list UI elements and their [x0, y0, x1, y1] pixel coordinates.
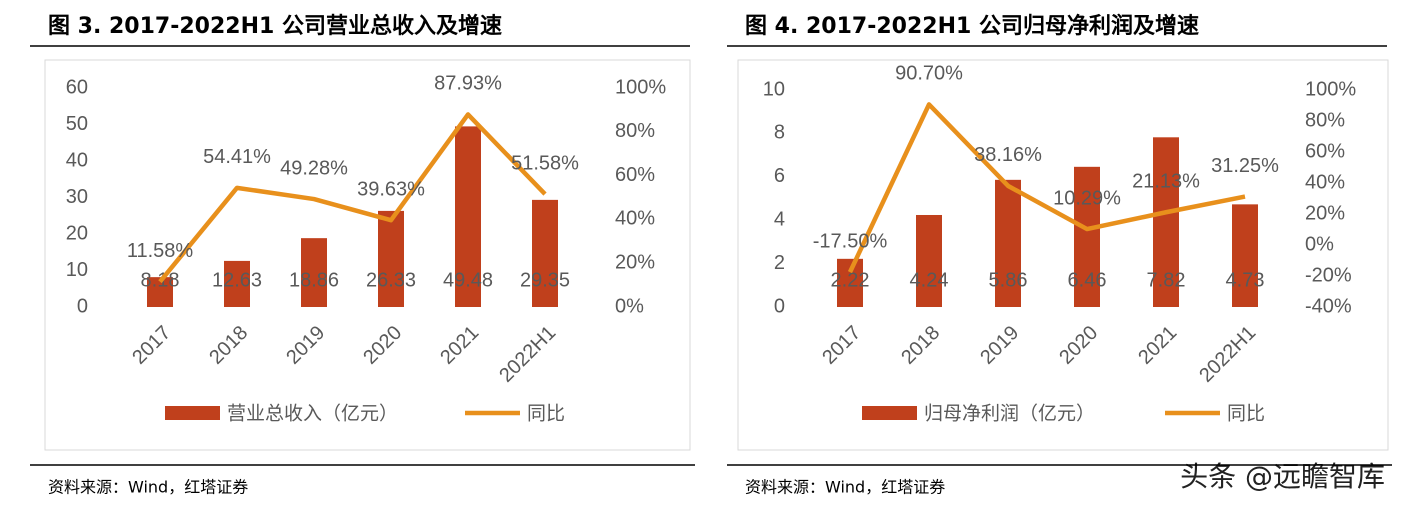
- line: [847, 102, 1246, 274]
- source-note: 资料来源：Wind，红塔证券: [48, 478, 248, 497]
- legend-label: 营业总收入（亿元）: [227, 403, 398, 425]
- y-tick-label: 4: [774, 208, 785, 230]
- bar-value-label: 5.86: [989, 269, 1028, 291]
- line-value-label: 31.25%: [1211, 155, 1279, 177]
- line-value-label: 10.29%: [1053, 187, 1121, 209]
- y2-tick-label: 20%: [615, 251, 655, 273]
- chart-frame: [44, 59, 691, 451]
- line-value-label: 49.28%: [280, 157, 348, 179]
- line: [158, 112, 547, 284]
- bar-value-label: 4.24: [910, 269, 949, 291]
- line-value-label: 90.70%: [895, 63, 963, 85]
- y2-tick-label: -20%: [1305, 264, 1352, 286]
- x-tick-label: 2022H1: [1195, 322, 1260, 387]
- legend-swatch: [862, 406, 917, 420]
- bar: [532, 199, 558, 307]
- y2-tick-label: 0%: [1305, 233, 1334, 255]
- x-tick-label: 2018: [897, 322, 944, 369]
- x-tick-label: 2017: [818, 322, 865, 369]
- x-tick-label: 2019: [282, 322, 329, 369]
- y-tick-label: 60: [66, 76, 88, 98]
- y2-tick-label: 80%: [1305, 109, 1345, 131]
- bar-value-label: 6.46: [1068, 269, 1107, 291]
- bar-value-label: 26.33: [366, 269, 416, 291]
- y-tick-label: 0: [774, 295, 785, 317]
- legend-label: 归母净利润（亿元）: [924, 403, 1095, 425]
- bar-value-label: 4.73: [1226, 269, 1265, 291]
- bar: [378, 210, 404, 307]
- bar-value-label: 29.35: [520, 269, 570, 291]
- y-tick-label: 8: [774, 122, 785, 144]
- bar: [1074, 166, 1100, 307]
- bar-value-label: 12.63: [212, 269, 262, 291]
- x-tick-label: 2021: [436, 322, 483, 369]
- legend-label: 同比: [527, 403, 565, 425]
- bar-value-label: 7.82: [1147, 269, 1186, 291]
- bar: [224, 260, 250, 307]
- bar-value-label: 49.48: [443, 269, 493, 291]
- y2-tick-label: 80%: [615, 120, 655, 142]
- bar: [455, 126, 481, 307]
- x-tick-label: 2018: [205, 322, 252, 369]
- x-tick-label: 2019: [976, 322, 1023, 369]
- y-tick-label: 2: [774, 252, 785, 274]
- bar: [1232, 204, 1258, 307]
- y2-tick-label: 20%: [1305, 202, 1345, 224]
- y-tick-label: 20: [66, 222, 88, 244]
- line-value-label: 51.58%: [511, 152, 579, 174]
- line-value-label: 38.16%: [974, 144, 1042, 166]
- y2-tick-label: 40%: [615, 208, 655, 230]
- x-tick-label: 2022H1: [495, 322, 560, 387]
- y-tick-label: 0: [77, 295, 88, 317]
- line-value-label: 39.63%: [357, 178, 425, 200]
- y2-tick-label: 60%: [1305, 140, 1345, 162]
- chart-title: 图 4. 2017-2022H1 公司归母净利润及增速: [745, 13, 1199, 39]
- y-tick-label: 6: [774, 165, 785, 187]
- chart-title: 图 3. 2017-2022H1 公司营业总收入及增速: [48, 13, 502, 39]
- y2-tick-label: 60%: [615, 164, 655, 186]
- line-value-label: 87.93%: [434, 73, 502, 95]
- x-tick-label: 2021: [1134, 322, 1181, 369]
- x-tick-label: 2017: [128, 322, 175, 369]
- y-tick-label: 30: [66, 186, 88, 208]
- y-tick-label: 50: [66, 113, 88, 135]
- legend-swatch: [165, 406, 220, 420]
- y-tick-label: 40: [66, 149, 88, 171]
- line-value-label: 21.13%: [1132, 171, 1200, 193]
- legend-label: 同比: [1227, 403, 1265, 425]
- y-tick-label: 10: [66, 259, 88, 281]
- source-note: 资料来源：Wind，红塔证券: [745, 478, 945, 497]
- bar: [995, 179, 1021, 307]
- bar-value-label: 18.86: [289, 269, 339, 291]
- y2-tick-label: 100%: [615, 76, 666, 98]
- line-value-label: 11.58%: [127, 240, 194, 262]
- y2-tick-label: 40%: [1305, 171, 1345, 193]
- bar: [147, 277, 173, 307]
- bar: [916, 214, 942, 307]
- y2-tick-label: -40%: [1305, 295, 1352, 317]
- chart-frame: [737, 59, 1389, 451]
- bar-value-label: 2.22: [831, 269, 870, 291]
- y2-tick-label: 100%: [1305, 78, 1356, 100]
- line-value-label: 54.41%: [203, 146, 271, 168]
- bar: [301, 238, 327, 307]
- x-tick-label: 2020: [1055, 322, 1102, 369]
- x-tick-label: 2020: [359, 322, 406, 369]
- bar: [1153, 137, 1179, 307]
- y2-tick-label: 0%: [615, 295, 644, 317]
- line-value-label: -17.50%: [813, 230, 888, 252]
- y-tick-label: 10: [763, 78, 785, 100]
